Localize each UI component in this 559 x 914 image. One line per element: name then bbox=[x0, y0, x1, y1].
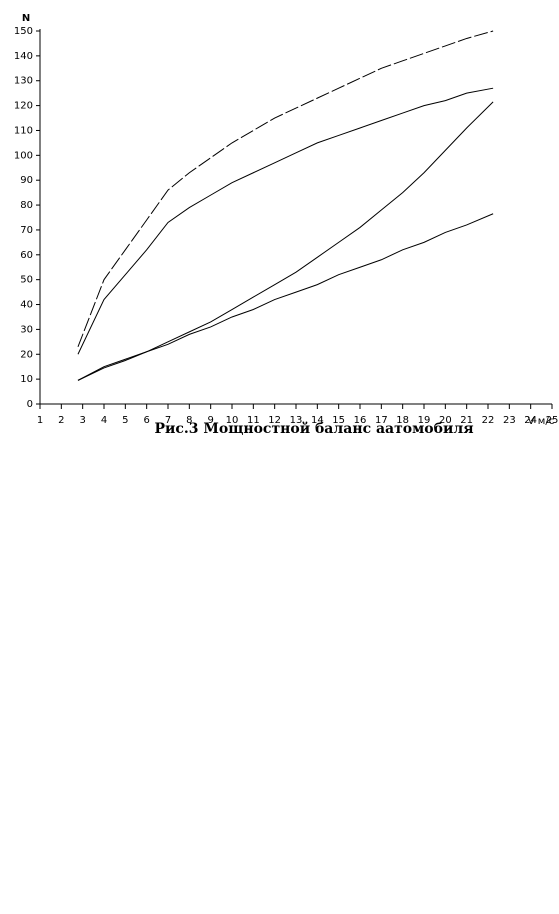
y-tick-label: 110 bbox=[14, 125, 33, 136]
y-tick-label: 90 bbox=[20, 175, 33, 186]
y-tick-label: 100 bbox=[14, 150, 33, 161]
series-line bbox=[77, 213, 494, 381]
x-tick-label: 19 bbox=[418, 415, 431, 426]
x-tick-label: 13 bbox=[290, 415, 303, 426]
x-axis-label: V м/с bbox=[528, 416, 554, 427]
x-tick-label: 12 bbox=[268, 415, 281, 426]
x-tick-label: 16 bbox=[354, 415, 367, 426]
x-tick-label: 14 bbox=[311, 415, 324, 426]
y-tick-label: 120 bbox=[14, 101, 33, 112]
x-tick-label: 7 bbox=[165, 415, 171, 426]
x-tick-label: 2 bbox=[58, 415, 64, 426]
x-tick-label: 18 bbox=[396, 415, 409, 426]
x-tick-label: 24 bbox=[524, 415, 537, 426]
x-tick-label: 3 bbox=[79, 415, 85, 426]
y-tick-label: 70 bbox=[20, 225, 33, 236]
y-tick-label: 130 bbox=[14, 76, 33, 87]
x-tick-label: 10 bbox=[226, 415, 239, 426]
y-tick-label: 150 bbox=[14, 26, 33, 37]
x-tick-label: 9 bbox=[207, 415, 213, 426]
y-tick-label: 10 bbox=[20, 374, 33, 385]
x-tick-label: 17 bbox=[375, 415, 388, 426]
x-tick-label: 23 bbox=[503, 415, 516, 426]
x-tick-label: 11 bbox=[247, 415, 260, 426]
y-tick-label: 50 bbox=[20, 275, 33, 286]
x-tick-label: 20 bbox=[439, 415, 452, 426]
series-line bbox=[77, 101, 494, 381]
y-tick-label: 30 bbox=[20, 324, 33, 335]
y-tick-label: 40 bbox=[20, 300, 33, 311]
y-tick-label: 0 bbox=[27, 399, 33, 410]
x-tick-label: 6 bbox=[143, 415, 149, 426]
x-tick-label: 22 bbox=[482, 415, 495, 426]
series-line bbox=[77, 87, 494, 355]
y-tick-label: 80 bbox=[20, 200, 33, 211]
series-line bbox=[77, 30, 494, 347]
y-axis-label: N bbox=[22, 13, 30, 24]
x-tick-label: 4 bbox=[101, 415, 107, 426]
x-tick-label: 25 bbox=[546, 415, 559, 426]
x-tick-label: 5 bbox=[122, 415, 128, 426]
y-tick-label: 20 bbox=[20, 349, 33, 360]
x-tick-label: 1 bbox=[37, 415, 43, 426]
x-tick-label: 15 bbox=[332, 415, 345, 426]
x-tick-label: 8 bbox=[186, 415, 192, 426]
caption: Рис.3 Мощностной баланс аатомобиля bbox=[154, 420, 473, 437]
y-tick-label: 140 bbox=[14, 51, 33, 62]
x-tick-label: 21 bbox=[460, 415, 473, 426]
y-tick-label: 60 bbox=[20, 250, 33, 261]
